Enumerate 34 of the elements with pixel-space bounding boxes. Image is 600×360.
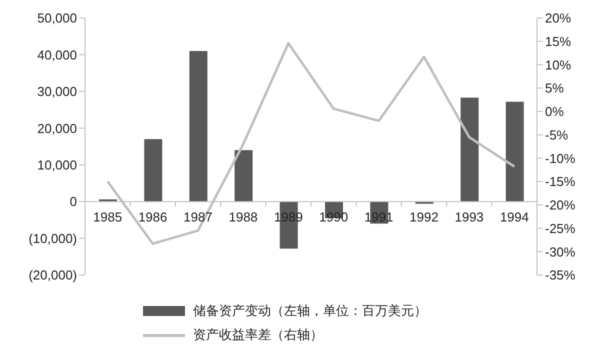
bar: [144, 139, 162, 202]
x-tick-label: 1987: [184, 210, 212, 225]
x-tick-label: 1994: [500, 210, 529, 225]
y-tick-label: 30,000: [37, 84, 77, 100]
y-tick-label: 20,000: [37, 120, 77, 136]
y-tick-label: 0: [70, 194, 77, 210]
y2-tick-label: -20%: [545, 198, 576, 213]
bar: [460, 98, 479, 202]
y2-tick-label: -25%: [545, 220, 576, 236]
x-tick-label: 1988: [228, 210, 258, 225]
y2-tick-label: 15%: [545, 34, 572, 49]
y-tick-label: (20,000): [28, 268, 77, 283]
y-tick-label: 40,000: [37, 47, 77, 62]
legend-label: 资产收益率差（右轴）: [193, 327, 323, 344]
x-tick-label: 1986: [138, 210, 168, 225]
y-tick-label: (10,000): [28, 230, 77, 246]
y2-tick-label: 5%: [545, 80, 564, 96]
x-tick-label: 1985: [93, 210, 122, 225]
y2-tick-label: 10%: [545, 57, 572, 72]
y2-tick-label: -30%: [545, 244, 576, 260]
y2-tick-label: -15%: [545, 174, 576, 190]
y2-tick-label: 20%: [545, 10, 572, 26]
y-tick-label: 10,000: [37, 157, 77, 172]
x-tick-label: 1993: [454, 210, 484, 225]
bar: [506, 102, 524, 202]
y2-tick-label: -35%: [545, 268, 576, 283]
y2-tick-label: -5%: [545, 127, 569, 142]
bar: [234, 150, 253, 202]
y-tick-label: 50,000: [37, 10, 77, 26]
x-tick-label: 1992: [410, 210, 438, 225]
y2-tick-label: 0%: [545, 104, 564, 120]
legend-label: 储备资产变动（左轴，单位：百万美元）: [193, 303, 427, 320]
y2-tick-label: -10%: [545, 150, 576, 166]
bar: [189, 51, 208, 202]
